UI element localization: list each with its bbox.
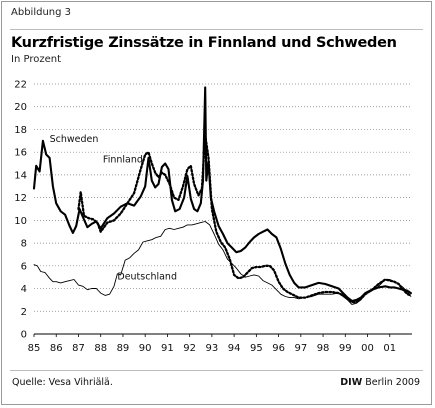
- x-tick-label: 97: [294, 343, 307, 354]
- series-line-finnland: [77, 133, 413, 304]
- bottom-rule: [10, 370, 423, 371]
- y-tick-label: 12: [14, 193, 27, 204]
- x-tick-label: 94: [228, 343, 241, 354]
- x-tick-label: 96: [272, 343, 285, 354]
- chart-title: Kurzfristige Zinssätze in Finnland und S…: [11, 35, 397, 51]
- y-tick-label: 10: [14, 216, 27, 227]
- y-tick-label: 14: [14, 170, 27, 181]
- y-tick-label: 20: [14, 102, 27, 113]
- chart-subtitle: In Prozent: [11, 54, 61, 65]
- x-tick-label: 01: [383, 343, 396, 354]
- x-tick-label: 92: [183, 343, 196, 354]
- brand-rest: Berlin 2009: [362, 377, 420, 388]
- annotation-schweden: Schweden: [50, 134, 99, 145]
- x-tick-label: 93: [206, 343, 219, 354]
- y-tick-label: 8: [21, 239, 27, 250]
- y-tick-label: 18: [14, 125, 27, 136]
- x-tick-label: 95: [250, 343, 263, 354]
- series-lines: [32, 86, 413, 305]
- x-tick-label: 00: [361, 343, 374, 354]
- series-annotations: Schweden Finnland Deutschland: [50, 134, 177, 283]
- x-tick-label: 87: [72, 343, 85, 354]
- y-tick-label: 16: [14, 148, 27, 159]
- y-tick-label: 4: [21, 284, 27, 295]
- y-tick-label: 2: [21, 307, 27, 318]
- x-tick-labels: 85 86 87 88 89 90 91 92 93 94 95 96 97 98 99 00 01: [28, 334, 396, 354]
- figure-label: Abbildung 3: [11, 7, 72, 18]
- brand-mark: DIW Berlin 2009: [340, 377, 420, 388]
- top-rule: [10, 29, 423, 30]
- annotation-finnland: Finnland: [103, 154, 143, 165]
- y-tick-labels: 0 2 4 6 8 10 12 14 16 18 20 22: [14, 80, 27, 341]
- y-tick-label: 0: [21, 330, 27, 341]
- x-tick-label: 99: [339, 343, 352, 354]
- x-tick-label: 89: [117, 343, 130, 354]
- x-tick-label: 98: [317, 343, 330, 354]
- series-line-schweden: [32, 86, 412, 303]
- annotation-deutschland: Deutschland: [117, 271, 177, 282]
- source-note: Quelle: Vesa Vihriälä.: [12, 377, 113, 388]
- x-tick-label: 85: [28, 343, 41, 354]
- y-tick-label: 22: [14, 80, 27, 91]
- x-tick-label: 90: [139, 343, 152, 354]
- grid-lines: [34, 83, 412, 312]
- brand-bold: DIW: [340, 377, 363, 388]
- y-tick-label: 6: [21, 261, 27, 272]
- x-tick-label: 88: [94, 343, 107, 354]
- x-tick-label: 91: [161, 343, 174, 354]
- x-tick-label: 86: [50, 343, 63, 354]
